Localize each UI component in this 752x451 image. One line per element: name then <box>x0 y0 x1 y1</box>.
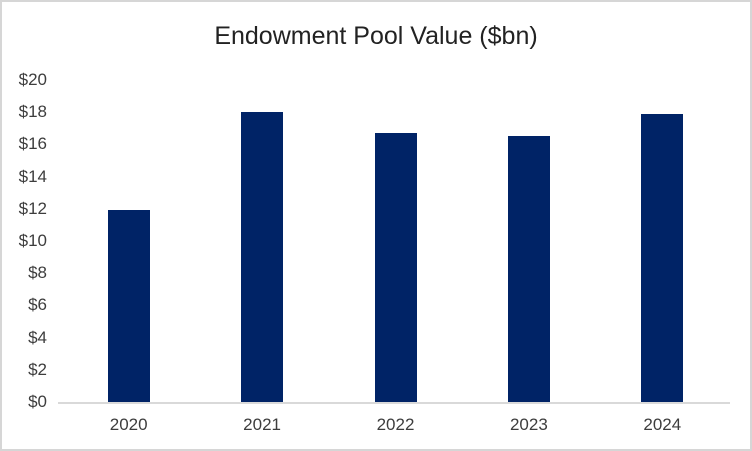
bar-2020 <box>107 210 150 402</box>
y-axis-tick-label: $12 <box>18 198 47 218</box>
bar-2024 <box>641 113 684 402</box>
x-axis-label: 2023 <box>509 415 548 434</box>
y-axis-tick-label: $2 <box>28 359 47 379</box>
y-axis-tick-label: $18 <box>18 102 47 122</box>
bar-2021 <box>241 112 284 402</box>
x-axis-line <box>58 402 730 404</box>
y-axis-tick-label: $8 <box>28 263 47 283</box>
y-axis-tick-label: $6 <box>28 295 47 315</box>
x-axis-label: 2022 <box>376 415 415 434</box>
y-axis-tick-label: $0 <box>28 392 47 411</box>
x-axis-label: 2020 <box>109 415 148 434</box>
chart-title: Endowment Pool Value ($bn) <box>214 22 538 50</box>
y-axis-tick-label: $10 <box>18 231 47 250</box>
y-axis-tick-label: $4 <box>28 327 47 347</box>
x-axis-label: 2024 <box>643 415 682 434</box>
y-axis-tick-label: $14 <box>18 166 47 186</box>
y-axis-tick-label: $20 <box>18 70 47 89</box>
y-axis-tick-label: $16 <box>18 134 47 154</box>
bar-2023 <box>507 136 550 402</box>
x-axis-label: 2021 <box>243 415 281 434</box>
bar-2022 <box>374 133 417 402</box>
